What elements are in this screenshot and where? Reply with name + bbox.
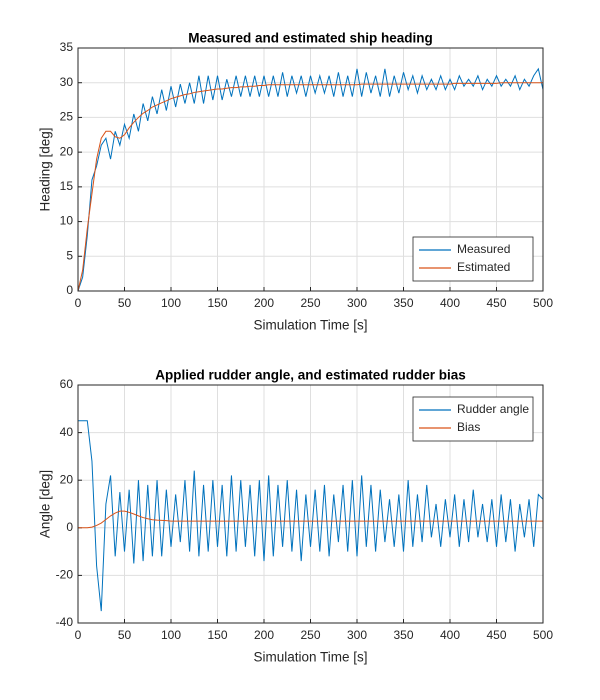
axes-box — [77, 47, 544, 292]
x-tick-label: 250 — [300, 296, 320, 310]
x-axis-label: Simulation Time [s] — [253, 318, 367, 333]
x-tick-label: 300 — [347, 628, 367, 642]
x-tick-label: 500 — [533, 296, 553, 310]
x-tick-label: 300 — [347, 296, 367, 310]
x-tick-label: 400 — [440, 628, 460, 642]
y-tick-label: 0 — [66, 283, 73, 297]
x-tick-label: 400 — [440, 296, 460, 310]
legend-label: Bias — [457, 420, 480, 434]
x-axis-label: Simulation Time [s] — [253, 650, 367, 665]
y-tick-label: 35 — [60, 40, 74, 54]
x-tick-label: 350 — [393, 296, 413, 310]
x-tick-label: 150 — [207, 628, 227, 642]
legend-box — [412, 396, 534, 442]
y-tick-label: 10 — [60, 214, 74, 228]
x-tick-label: 200 — [254, 628, 274, 642]
y-tick-label: 30 — [60, 75, 74, 89]
legend-label: Rudder angle — [457, 402, 529, 416]
x-tick-label: 100 — [161, 628, 181, 642]
y-axis-label: Angle [deg] — [38, 470, 53, 538]
axes-box — [77, 384, 544, 624]
y-tick-label: -40 — [56, 615, 74, 629]
x-tick-label: 100 — [161, 296, 181, 310]
series-line — [78, 510, 543, 529]
y-tick-label: 0 — [66, 520, 73, 534]
y-tick-label: 40 — [60, 425, 74, 439]
legend-label: Measured — [457, 242, 510, 256]
series-line — [77, 82, 543, 292]
y-axis-label: Heading [deg] — [38, 127, 53, 211]
y-tick-label: 25 — [60, 110, 74, 124]
x-tick-label: 250 — [300, 628, 320, 642]
x-tick-label: 0 — [75, 628, 82, 642]
x-tick-label: 50 — [118, 628, 132, 642]
x-tick-label: 450 — [486, 296, 506, 310]
legend-box — [412, 236, 534, 282]
x-tick-label: 450 — [486, 628, 506, 642]
chart-title: Applied rudder angle, and estimated rudd… — [155, 368, 466, 383]
x-tick-label: 50 — [118, 296, 132, 310]
y-tick-label: 20 — [60, 144, 74, 158]
legend-label: Estimated — [457, 260, 510, 274]
x-tick-label: 500 — [533, 628, 553, 642]
x-tick-label: 150 — [207, 296, 227, 310]
y-tick-label: 15 — [60, 179, 74, 193]
x-tick-label: 0 — [75, 296, 82, 310]
series-line — [78, 420, 544, 612]
x-tick-label: 200 — [254, 296, 274, 310]
y-tick-label: 5 — [66, 248, 73, 262]
chart-title: Measured and estimated ship heading — [188, 31, 433, 46]
x-tick-label: 350 — [393, 628, 413, 642]
y-tick-label: 20 — [60, 472, 74, 486]
y-tick-label: 60 — [60, 377, 74, 391]
y-tick-label: -20 — [56, 568, 74, 582]
